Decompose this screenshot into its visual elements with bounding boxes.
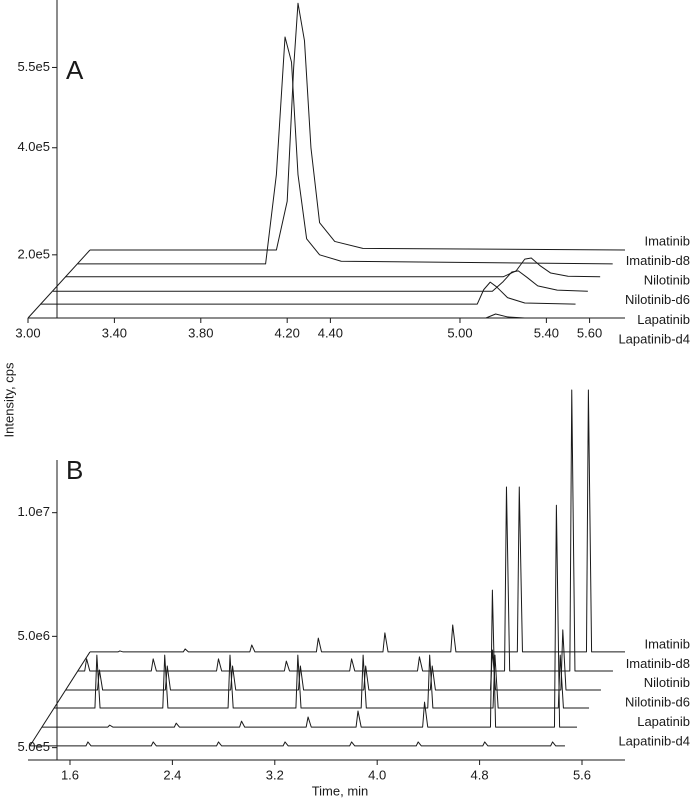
- x-tick-label: 5.60: [577, 325, 602, 340]
- x-tick-label: 5.6: [573, 767, 591, 782]
- y-tick-label: 1.0e7: [17, 504, 50, 519]
- trace-label: Imatinib-d8: [626, 656, 690, 671]
- trace-label: Nilotinib-d6: [625, 695, 690, 710]
- trace-label: Imatinib: [644, 636, 690, 651]
- x-tick-label: 4.40: [318, 325, 343, 340]
- y-axis-label: Intensity, cps: [1, 362, 16, 437]
- trace-label: Lapatinib: [637, 312, 690, 327]
- x-tick-label: 1.6: [61, 767, 79, 782]
- trace: [40, 281, 576, 305]
- trace: [29, 741, 565, 747]
- trace: [52, 270, 588, 292]
- trace-label: Lapatinib-d4: [618, 331, 690, 346]
- trace-label: Lapatinib-d4: [618, 733, 690, 748]
- x-tick-label: 4.8: [471, 767, 489, 782]
- trace: [65, 257, 601, 278]
- y-tick-label: 2.0e5: [17, 246, 50, 261]
- depth-edge: [27, 249, 91, 319]
- trace: [53, 654, 590, 709]
- trace: [89, 2, 626, 251]
- y-tick-label: 5.0e5: [17, 739, 50, 754]
- x-tick-label: 3.80: [188, 325, 213, 340]
- trace-label: Imatinib-d8: [626, 253, 690, 268]
- x-tick-label: 4.0: [368, 767, 386, 782]
- trace: [28, 313, 564, 319]
- x-axis-label: Time, min: [312, 783, 369, 798]
- trace: [77, 36, 613, 265]
- trace: [41, 504, 577, 728]
- x-tick-label: 2.4: [163, 767, 181, 782]
- x-tick-label: 3.00: [15, 325, 40, 340]
- trace: [89, 389, 625, 653]
- y-tick-label: 4.0e5: [17, 139, 50, 154]
- x-tick-label: 4.20: [275, 325, 300, 340]
- panel-label: A: [66, 55, 84, 85]
- trace-label: Nilotinib: [644, 675, 690, 690]
- x-tick-label: 3.2: [266, 767, 284, 782]
- x-tick-label: 5.00: [447, 325, 472, 340]
- x-tick-label: 3.40: [102, 325, 127, 340]
- depth-edge: [29, 651, 91, 747]
- y-tick-label: 5.5e5: [17, 59, 50, 74]
- trace: [65, 629, 601, 691]
- panel-label: B: [66, 455, 83, 485]
- x-tick-label: 5.40: [534, 325, 559, 340]
- trace-label: Imatinib: [644, 233, 690, 248]
- trace-label: Nilotinib-d6: [625, 292, 690, 307]
- trace-label: Nilotinib: [644, 273, 690, 288]
- trace: [77, 389, 613, 672]
- y-tick-label: 5.0e6: [17, 628, 50, 643]
- trace-label: Lapatinib: [637, 714, 690, 729]
